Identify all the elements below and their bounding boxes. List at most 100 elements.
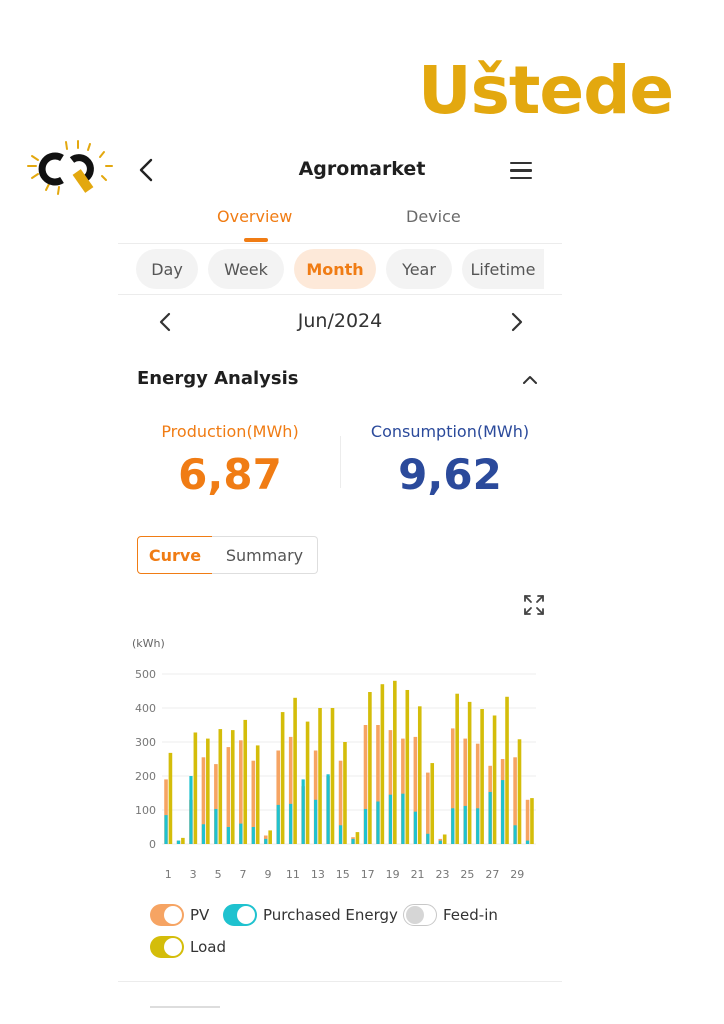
curve-toggle[interactable]: Curve [137, 536, 213, 574]
legend-purchased-energy-label: Purchased Energy [263, 906, 398, 924]
stats-divider [340, 436, 341, 488]
bar-purchased-energy [438, 840, 442, 844]
collapse-icon[interactable] [520, 372, 540, 388]
bar-purchased-energy [214, 808, 218, 844]
tab-overview[interactable]: Overview [217, 207, 293, 226]
page-title: Agromarket [298, 158, 426, 180]
back-icon[interactable] [136, 156, 160, 184]
menu-icon[interactable] [508, 158, 534, 182]
summary-toggle[interactable]: Summary [212, 536, 318, 574]
x-tick-label: 25 [460, 868, 474, 881]
bar-purchased-energy [239, 823, 243, 844]
bar-load [218, 729, 223, 844]
bar-pv [251, 760, 256, 844]
bar-pv [401, 738, 405, 844]
bar-load [492, 715, 497, 844]
bar-purchased-energy [338, 825, 343, 844]
bar-pv [239, 740, 243, 844]
y-tick-label: 100 [135, 804, 156, 817]
bar-load [193, 732, 198, 844]
load-toggle[interactable] [150, 936, 184, 958]
previous-month-icon[interactable] [156, 311, 176, 333]
fullscreen-icon[interactable] [522, 593, 546, 617]
x-tick-label: 11 [286, 868, 300, 881]
x-tick-label: 9 [264, 868, 271, 881]
legend-purchased-energy[interactable]: Purchased Energy [223, 904, 398, 926]
x-tick-label: 23 [436, 868, 450, 881]
bar-pv [201, 757, 206, 844]
bar-load [181, 837, 185, 844]
next-month-icon[interactable] [506, 311, 526, 333]
active-tab-indicator [244, 238, 268, 242]
bar-pv [313, 750, 318, 844]
bar-purchased-energy [189, 776, 193, 844]
x-tick-label: 5 [215, 868, 222, 881]
bar-load [430, 763, 435, 844]
bar-load [517, 739, 522, 844]
y-axis-label: (kWh) [132, 637, 165, 650]
feed-in-toggle[interactable] [403, 904, 437, 926]
bar-purchased-energy [501, 780, 505, 844]
bar-purchased-energy [289, 803, 293, 844]
tab-device[interactable]: Device [406, 207, 461, 226]
bar-pv [450, 728, 455, 844]
legend-feed-in-label: Feed-in [443, 906, 498, 924]
bar-load [417, 706, 422, 844]
x-tick-label: 13 [311, 868, 325, 881]
period-lifetime[interactable]: Lifetime [462, 249, 544, 289]
pv-toggle[interactable] [150, 904, 184, 926]
bar-load [255, 745, 260, 844]
bar-load [368, 692, 372, 844]
bar-load [330, 708, 335, 844]
bar-purchased-energy [314, 799, 318, 844]
bar-purchased-energy [363, 808, 368, 844]
y-tick-label: 200 [135, 770, 156, 783]
period-year[interactable]: Year [386, 249, 452, 289]
current-date: Jun/2024 [297, 310, 383, 332]
legend-pv[interactable]: PV [150, 904, 209, 926]
next-section-peek [150, 1006, 220, 1008]
period-month[interactable]: Month [294, 249, 376, 289]
x-tick-label: 19 [386, 868, 400, 881]
bar-load [380, 684, 385, 844]
bar-load [480, 709, 484, 844]
purchased-energy-toggle[interactable] [223, 904, 257, 926]
consumption-label: Consumption(MWh) [370, 422, 530, 441]
y-tick-label: 500 [135, 668, 156, 681]
bar-pv [376, 725, 380, 844]
period-week[interactable]: Week [208, 249, 284, 289]
bar-purchased-energy [164, 815, 168, 844]
bar-purchased-energy [451, 808, 455, 844]
x-tick-label: 15 [336, 868, 350, 881]
bar-load [442, 834, 447, 844]
bar-load [405, 689, 410, 844]
bar-purchased-energy [376, 801, 380, 844]
x-tick-label: 21 [411, 868, 425, 881]
bar-purchased-energy [488, 791, 492, 844]
bar-load [455, 693, 459, 844]
bar-load [168, 752, 173, 844]
bar-purchased-energy [388, 794, 393, 844]
bar-pv [426, 772, 430, 844]
legend-load[interactable]: Load [150, 936, 226, 958]
legend-feed-in[interactable]: Feed-in [403, 904, 498, 926]
bar-load [355, 832, 360, 844]
x-tick-label: 27 [485, 868, 499, 881]
bar-pv [463, 738, 468, 844]
divider [118, 294, 562, 295]
bar-pv [164, 779, 168, 844]
bar-purchased-energy [351, 838, 355, 844]
x-tick-label: 17 [361, 868, 375, 881]
bar-pv [363, 725, 368, 844]
x-tick-label: 1 [165, 868, 172, 881]
divider [118, 243, 562, 244]
period-day[interactable]: Day [136, 249, 198, 289]
bar-load [293, 697, 297, 844]
brand-logo [27, 140, 113, 195]
bar-load [305, 721, 310, 844]
bar-load [280, 712, 285, 844]
legend-load-label: Load [190, 938, 226, 956]
bar-purchased-energy [251, 827, 255, 844]
bar-purchased-energy [326, 774, 330, 844]
